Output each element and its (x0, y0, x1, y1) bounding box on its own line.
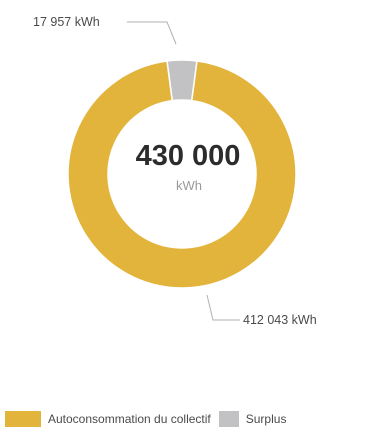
chart-legend: Autoconsommation du collectif Surplus (5, 411, 294, 427)
legend-swatch-surplus (218, 411, 239, 427)
surplus-leader-line (127, 21, 177, 45)
legend-item-autoconsommation: Autoconsommation du collectif (5, 411, 211, 427)
donut-slices (67, 59, 297, 289)
legend-label-autoconsommation: Autoconsommation du collectif (48, 412, 211, 426)
donut-center-total: 430 000 (136, 140, 241, 172)
donut-slice-surplus (166, 59, 198, 102)
surplus-data-label: 17 957 kWh (33, 15, 100, 29)
donut-center-unit: kWh (176, 178, 202, 193)
legend-label-surplus: Surplus (245, 412, 287, 426)
legend-item-surplus: Surplus (218, 411, 287, 427)
autoconsommation-leader-line (206, 294, 240, 321)
donut-slice-autoconsommation (67, 60, 297, 289)
autoconsommation-data-label: 412 043 kWh (243, 313, 317, 327)
legend-swatch-autoconsommation (5, 411, 41, 427)
